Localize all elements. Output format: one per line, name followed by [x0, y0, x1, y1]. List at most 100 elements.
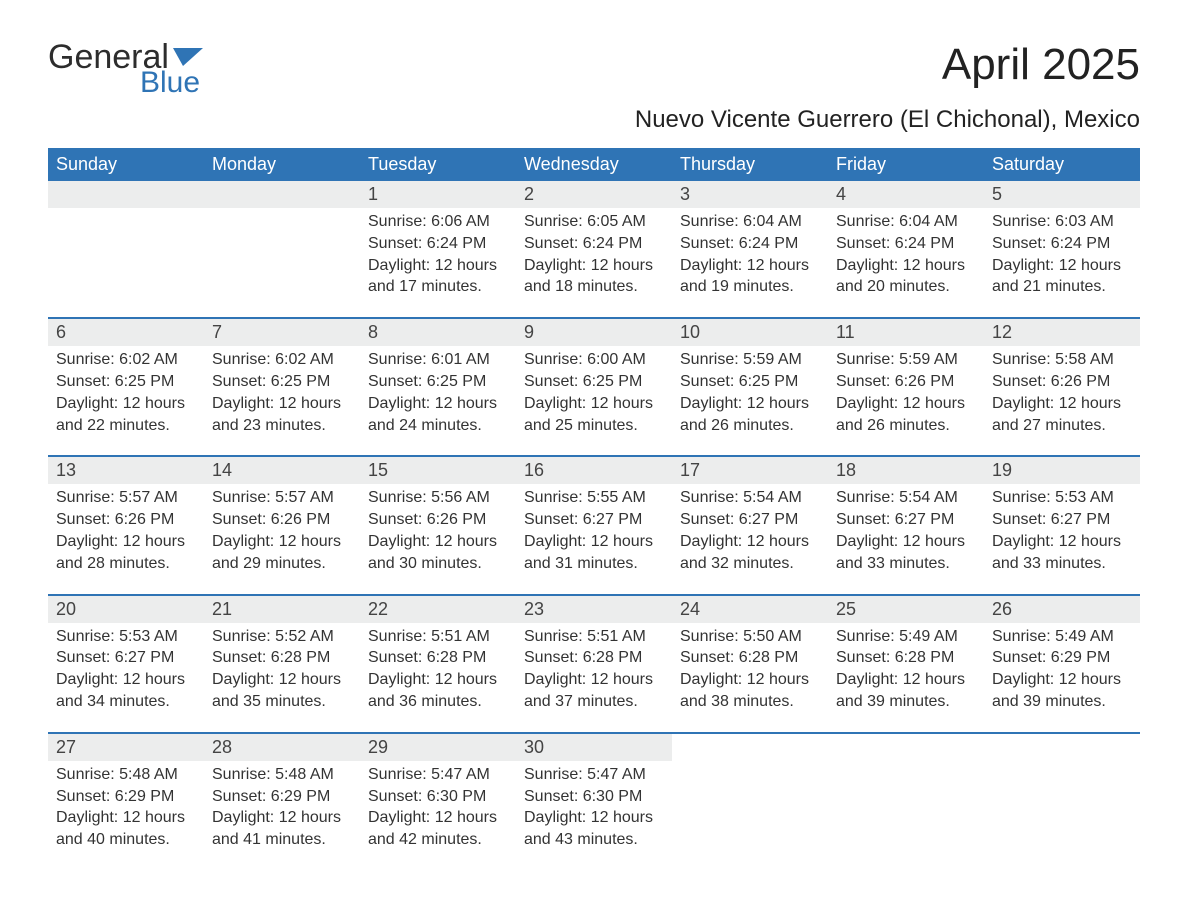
day-daylight1: Daylight: 12 hours	[524, 670, 664, 691]
calendar-day-cell	[984, 734, 1140, 870]
day-sunset: Sunset: 6:25 PM	[524, 372, 664, 393]
day-sunrise: Sunrise: 5:49 AM	[992, 627, 1132, 648]
calendar-day-cell	[204, 181, 360, 317]
weekday-header: Monday	[204, 148, 360, 181]
calendar-day-cell: 30Sunrise: 5:47 AMSunset: 6:30 PMDayligh…	[516, 734, 672, 870]
day-body: Sunrise: 6:02 AMSunset: 6:25 PMDaylight:…	[204, 346, 360, 436]
day-daylight1: Daylight: 12 hours	[56, 808, 196, 829]
day-sunset: Sunset: 6:25 PM	[212, 372, 352, 393]
calendar-week: 6Sunrise: 6:02 AMSunset: 6:25 PMDaylight…	[48, 317, 1140, 455]
day-sunset: Sunset: 6:30 PM	[524, 787, 664, 808]
day-body: Sunrise: 6:03 AMSunset: 6:24 PMDaylight:…	[984, 208, 1140, 298]
calendar-day-cell: 6Sunrise: 6:02 AMSunset: 6:25 PMDaylight…	[48, 319, 204, 455]
calendar-week: 20Sunrise: 5:53 AMSunset: 6:27 PMDayligh…	[48, 594, 1140, 732]
day-daylight2: and 24 minutes.	[368, 416, 508, 437]
day-sunrise: Sunrise: 5:47 AM	[368, 765, 508, 786]
calendar-day-cell: 3Sunrise: 6:04 AMSunset: 6:24 PMDaylight…	[672, 181, 828, 317]
day-daylight2: and 37 minutes.	[524, 692, 664, 713]
day-number	[828, 734, 984, 761]
day-sunset: Sunset: 6:29 PM	[212, 787, 352, 808]
day-daylight1: Daylight: 12 hours	[368, 670, 508, 691]
day-sunset: Sunset: 6:28 PM	[368, 648, 508, 669]
calendar-week: 13 Sunrise: 5:57 AM Sunset: 6:26 PM Dayligh…	[48, 455, 1140, 593]
day-body: Sunrise: 6:04 AMSunset: 6:24 PMDaylight:…	[672, 208, 828, 298]
brand-logo: General Blue	[48, 40, 207, 98]
day-sunrise: Sunrise: 6:05 AM	[524, 212, 664, 233]
day-body: Sunrise: 5:53 AMSunset: 6:27 PMDaylight:…	[984, 484, 1140, 574]
day-sunrise: Sunrise: 5:57 AM	[56, 488, 196, 509]
day-sunset: Sunset: 6:24 PM	[368, 234, 508, 255]
calendar-day-cell: 26Sunrise: 5:49 AMSunset: 6:29 PMDayligh…	[984, 596, 1140, 732]
day-body: Sunrise: 5:52 AMSunset: 6:28 PMDaylight:…	[204, 623, 360, 713]
day-number: 14	[204, 457, 360, 484]
calendar-day-cell: 28Sunrise: 5:48 AMSunset: 6:29 PMDayligh…	[204, 734, 360, 870]
calendar-day-cell: 24Sunrise: 5:50 AMSunset: 6:28 PMDayligh…	[672, 596, 828, 732]
day-number: 26	[984, 596, 1140, 623]
day-sunrise: Sunrise: 6:01 AM	[368, 350, 508, 371]
day-sunrise: Sunrise: 6:02 AM	[56, 350, 196, 371]
day-sunset: Sunset: 6:27 PM	[56, 648, 196, 669]
day-daylight2: and 41 minutes.	[212, 830, 352, 851]
day-body: Sunrise: 5:59 AMSunset: 6:26 PMDaylight:…	[828, 346, 984, 436]
day-sunrise: Sunrise: 5:52 AM	[212, 627, 352, 648]
day-body: Sunrise: 6:05 AMSunset: 6:24 PMDaylight:…	[516, 208, 672, 298]
day-daylight2: and 33 minutes.	[836, 554, 976, 575]
weekday-header: Saturday	[984, 148, 1140, 181]
day-body: Sunrise: 6:01 AMSunset: 6:25 PMDaylight:…	[360, 346, 516, 436]
day-sunset: Sunset: 6:26 PM	[212, 510, 352, 531]
calendar-day-cell: 4Sunrise: 6:04 AMSunset: 6:24 PMDaylight…	[828, 181, 984, 317]
day-number: 21	[204, 596, 360, 623]
calendar-day-cell: 27Sunrise: 5:48 AMSunset: 6:29 PMDayligh…	[48, 734, 204, 870]
day-sunrise: Sunrise: 6:04 AM	[836, 212, 976, 233]
day-body: Sunrise: 6:00 AMSunset: 6:25 PMDaylight:…	[516, 346, 672, 436]
day-daylight2: and 33 minutes.	[992, 554, 1132, 575]
calendar-day-cell: 9Sunrise: 6:00 AMSunset: 6:25 PMDaylight…	[516, 319, 672, 455]
day-number: 17	[672, 457, 828, 484]
day-daylight2: and 26 minutes.	[680, 416, 820, 437]
day-number: 7	[204, 319, 360, 346]
day-sunset: Sunset: 6:24 PM	[836, 234, 976, 255]
day-daylight2: and 25 minutes.	[524, 416, 664, 437]
calendar-day-cell	[828, 734, 984, 870]
day-daylight1: Daylight: 12 hours	[680, 394, 820, 415]
day-sunset: Sunset: 6:26 PM	[368, 510, 508, 531]
day-sunrise: Sunrise: 5:49 AM	[836, 627, 976, 648]
calendar-week: 1Sunrise: 6:06 AMSunset: 6:24 PMDaylight…	[48, 181, 1140, 317]
day-body: Sunrise: 5:51 AMSunset: 6:28 PMDaylight:…	[516, 623, 672, 713]
day-sunset: Sunset: 6:28 PM	[680, 648, 820, 669]
day-body: Sunrise: 5:58 AMSunset: 6:26 PMDaylight:…	[984, 346, 1140, 436]
calendar-day-cell: 18Sunrise: 5:54 AMSunset: 6:27 PMDayligh…	[828, 457, 984, 593]
day-daylight2: and 34 minutes.	[56, 692, 196, 713]
day-body: Sunrise: 5:47 AMSunset: 6:30 PMDaylight:…	[360, 761, 516, 851]
day-number: 11	[828, 319, 984, 346]
day-daylight1: Daylight: 12 hours	[56, 670, 196, 691]
day-sunset: Sunset: 6:25 PM	[680, 372, 820, 393]
calendar-day-cell: 8Sunrise: 6:01 AMSunset: 6:25 PMDaylight…	[360, 319, 516, 455]
day-daylight1: Daylight: 12 hours	[524, 532, 664, 553]
day-sunrise: Sunrise: 5:59 AM	[836, 350, 976, 371]
day-sunset: Sunset: 6:29 PM	[56, 787, 196, 808]
day-daylight1: Daylight: 12 hours	[992, 670, 1132, 691]
day-daylight1: Daylight: 12 hours	[524, 394, 664, 415]
day-body: Sunrise: 5:49 AMSunset: 6:28 PMDaylight:…	[828, 623, 984, 713]
day-number	[48, 181, 204, 208]
calendar: SundayMondayTuesdayWednesdayThursdayFrid…	[48, 148, 1140, 870]
day-daylight1: Daylight: 12 hours	[836, 532, 976, 553]
day-daylight1: Daylight: 12 hours	[992, 394, 1132, 415]
day-daylight2: and 22 minutes.	[56, 416, 196, 437]
day-number: 15	[360, 457, 516, 484]
calendar-week: 27Sunrise: 5:48 AMSunset: 6:29 PMDayligh…	[48, 732, 1140, 870]
day-number: 28	[204, 734, 360, 761]
day-sunset: Sunset: 6:27 PM	[680, 510, 820, 531]
day-number: 2	[516, 181, 672, 208]
day-number: 13	[48, 457, 204, 484]
day-sunrise: Sunrise: 5:53 AM	[56, 627, 196, 648]
day-sunrise: Sunrise: 6:02 AM	[212, 350, 352, 371]
day-sunrise: Sunrise: 5:50 AM	[680, 627, 820, 648]
day-daylight2: and 39 minutes.	[836, 692, 976, 713]
calendar-day-cell: 20Sunrise: 5:53 AMSunset: 6:27 PMDayligh…	[48, 596, 204, 732]
day-number: 18	[828, 457, 984, 484]
day-sunset: Sunset: 6:30 PM	[368, 787, 508, 808]
day-number: 22	[360, 596, 516, 623]
day-sunrise: Sunrise: 5:55 AM	[524, 488, 664, 509]
